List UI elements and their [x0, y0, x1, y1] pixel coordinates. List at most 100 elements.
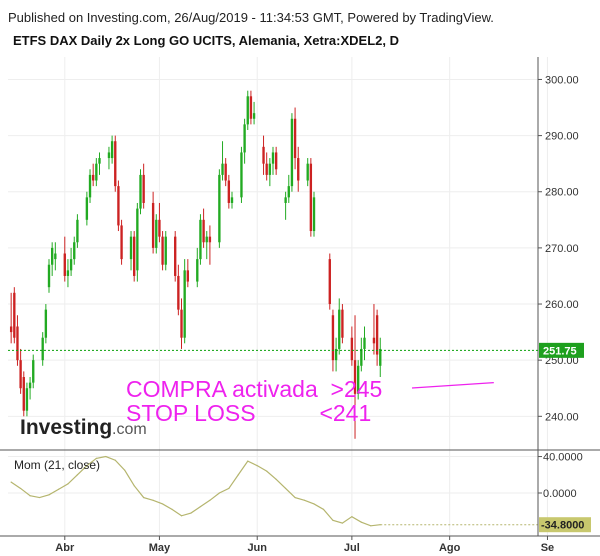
- candle-body: [69, 259, 73, 271]
- candle-body: [265, 163, 268, 175]
- candle-body: [186, 270, 190, 282]
- momentum-point: [180, 515, 183, 517]
- time-axis-ticks: Abr May Jun Jul Ago Se: [55, 536, 554, 554]
- candle-body: [117, 186, 120, 226]
- momentum-point: [29, 495, 31, 497]
- candle: [265, 152, 268, 181]
- candle-body: [136, 208, 139, 271]
- annotation-pointer-line: [411, 382, 494, 389]
- candle: [287, 174, 290, 203]
- momentum-point: [161, 503, 164, 505]
- candle: [274, 146, 278, 175]
- candle-body: [151, 202, 155, 248]
- candle: [63, 236, 66, 282]
- candle: [202, 208, 205, 248]
- candle-body: [274, 152, 278, 170]
- momentum-point: [285, 487, 287, 490]
- annotation-stop-loss: STOP LOSS <241: [126, 400, 371, 426]
- candle: [331, 309, 335, 372]
- candle: [41, 332, 44, 366]
- momentum-series-line: [10, 455, 381, 527]
- price-tick-label: 290.00: [545, 131, 579, 143]
- candle: [363, 326, 366, 361]
- candle: [120, 219, 123, 265]
- candle: [25, 382, 29, 417]
- candle-body: [73, 242, 76, 260]
- candle-body: [22, 377, 25, 411]
- momentum-point: [152, 499, 154, 501]
- candle: [164, 231, 167, 271]
- candle-body: [309, 163, 313, 232]
- candle-body: [63, 253, 66, 276]
- momentum-point: [332, 519, 334, 521]
- candle: [50, 242, 54, 276]
- candle: [16, 315, 19, 366]
- momentum-point: [95, 457, 97, 459]
- candle-body: [16, 326, 19, 361]
- momentum-point: [190, 512, 192, 514]
- momentum-point: [313, 503, 315, 505]
- candle: [262, 135, 265, 175]
- candle-body: [356, 365, 360, 394]
- candle-body: [221, 163, 224, 175]
- candle: [312, 191, 316, 237]
- candle-body: [88, 174, 92, 198]
- last-price-badge: [539, 342, 584, 358]
- candle-body: [180, 309, 183, 338]
- candle-body: [372, 337, 376, 344]
- candle-body: [306, 163, 309, 181]
- candle: [196, 247, 199, 288]
- candle: [155, 214, 158, 254]
- candle-body: [202, 219, 205, 243]
- candle-body: [183, 270, 186, 338]
- momentum-point: [86, 465, 88, 467]
- candle-body: [28, 382, 32, 389]
- candle-body: [246, 96, 249, 125]
- candles-layer: [9, 90, 382, 439]
- momentum-point: [351, 516, 353, 518]
- candle-body: [224, 163, 227, 181]
- candle: [227, 174, 231, 209]
- candle: [13, 287, 16, 344]
- candle-body: [331, 315, 335, 361]
- investing-logo: Investing .com: [20, 416, 147, 439]
- candle: [230, 191, 234, 209]
- momentum-tick-label: 0.0000: [543, 488, 577, 500]
- candle: [218, 169, 221, 248]
- momentum-point: [20, 487, 22, 490]
- momentum-point: [124, 469, 126, 471]
- candle-body: [353, 360, 357, 394]
- candle: [356, 360, 360, 400]
- candle: [306, 158, 309, 187]
- candle: [353, 315, 357, 439]
- candle: [372, 304, 376, 355]
- candle-body: [328, 259, 331, 305]
- candle-body: [350, 337, 354, 361]
- candle: [158, 202, 161, 243]
- candle-body: [312, 197, 316, 232]
- momentum-last-badge: [539, 517, 591, 533]
- candle: [69, 247, 73, 276]
- momentum-point: [341, 522, 344, 524]
- candle: [334, 337, 338, 372]
- candle-body: [218, 174, 221, 243]
- candle: [151, 191, 155, 254]
- candle: [252, 101, 256, 125]
- candle: [375, 309, 379, 366]
- momentum-point: [256, 465, 258, 467]
- time-tick-label: Jul: [344, 542, 360, 554]
- momentum-point: [275, 478, 277, 480]
- candle: [91, 163, 95, 187]
- candle-body: [196, 259, 199, 282]
- price-tick-label: 250.00: [545, 355, 579, 367]
- price-tick-label: 280.00: [545, 187, 579, 199]
- candle-body: [271, 152, 275, 164]
- candle-body: [41, 337, 44, 361]
- momentum-axis-ticks: 40.0000 0.0000: [538, 452, 583, 500]
- candle-body: [142, 174, 145, 203]
- candle: [22, 371, 25, 417]
- logo-suffix: .com: [112, 421, 147, 438]
- candle-body: [375, 315, 379, 355]
- candle: [110, 135, 114, 164]
- price-tick-label: 260.00: [545, 299, 579, 311]
